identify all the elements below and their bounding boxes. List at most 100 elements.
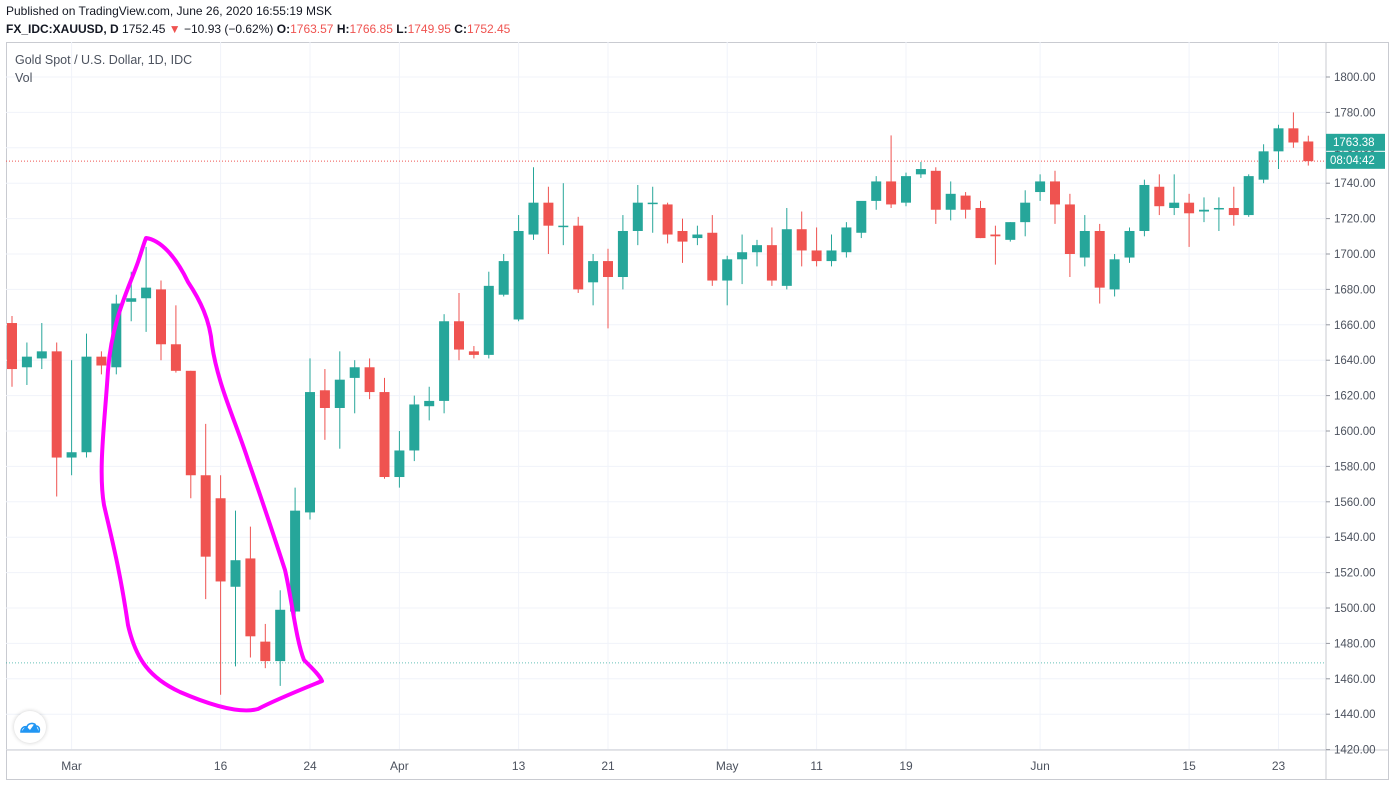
- chart-title: Gold Spot / U.S. Dollar, 1D, IDC: [15, 53, 193, 67]
- candle-body: [215, 498, 226, 582]
- chart-frame: [6, 42, 1389, 780]
- candle-body: [558, 225, 569, 228]
- candle-body: [66, 452, 77, 458]
- price-tick-label: 1540.00: [1334, 532, 1376, 544]
- down-arrow-icon: ▼: [168, 22, 181, 36]
- candles-layer: [7, 112, 1314, 695]
- candle-body: [543, 202, 554, 226]
- candle-body: [945, 193, 956, 210]
- candle-body: [1288, 128, 1299, 143]
- candle-body: [617, 230, 628, 278]
- price-tick-label: 1480.00: [1334, 638, 1376, 650]
- time-tick-label: May: [716, 759, 739, 773]
- candle-body: [170, 344, 181, 371]
- candle-body: [722, 259, 733, 281]
- price-tick-label: 1600.00: [1334, 426, 1376, 438]
- price-tick-label: 1640.00: [1334, 355, 1376, 367]
- symbol-label: FX_IDC:XAUUSD, D: [6, 22, 119, 36]
- candle-body: [126, 298, 137, 302]
- candle-body: [96, 356, 107, 366]
- high-label: H:: [336, 22, 350, 36]
- last-price-tag-bg: [1326, 133, 1385, 151]
- candle-body: [185, 370, 196, 476]
- candle-body: [603, 261, 613, 278]
- candle-body: [766, 245, 777, 281]
- candle-body: [319, 390, 330, 408]
- candle-body: [1139, 184, 1150, 231]
- candle-body: [1243, 176, 1254, 216]
- candle-body: [752, 245, 762, 253]
- candle-body: [156, 289, 166, 345]
- candle-body: [245, 558, 256, 637]
- candle-body: [841, 227, 852, 253]
- candle-body: [692, 234, 703, 239]
- candle-body: [498, 261, 509, 295]
- tradingview-logo[interactable]: [14, 711, 46, 743]
- candle-body: [305, 392, 315, 513]
- time-tick-label: 11: [810, 759, 823, 773]
- price-tick-label: 1680.00: [1334, 284, 1376, 296]
- candle-body: [409, 404, 420, 451]
- price-axis: 1420.00 1440.00 1460.00 1480.00 1500.00 1520.…: [1326, 72, 1376, 757]
- low-label: L:: [396, 22, 408, 36]
- candle-body: [1213, 207, 1224, 210]
- candle-body: [990, 234, 1001, 237]
- candle-body: [1303, 141, 1314, 162]
- candle-body: [826, 250, 837, 262]
- candle-body: [796, 229, 807, 251]
- candle-body: [260, 641, 271, 662]
- candle-body: [439, 321, 450, 401]
- last-price-tag-label: 1763.38: [1333, 137, 1375, 149]
- candle-body: [1050, 181, 1060, 205]
- price-tick-label: 1460.00: [1334, 674, 1376, 686]
- candle-body: [632, 202, 643, 231]
- candle-body: [334, 379, 345, 408]
- time-tick-label: 16: [214, 759, 228, 773]
- candle-body: [290, 510, 301, 612]
- price-tick-label: 1500.00: [1334, 603, 1376, 615]
- price-tick-label: 1520.00: [1334, 568, 1376, 580]
- candle-body: [230, 560, 241, 587]
- price-tick-label: 1800.00: [1334, 72, 1376, 84]
- candle-body: [1005, 222, 1016, 240]
- time-tick-label: 24: [303, 759, 317, 773]
- candle-body: [901, 176, 911, 203]
- price-tick-label: 1560.00: [1334, 497, 1376, 509]
- candle-body: [111, 303, 122, 368]
- published-line: Published on TradingView.com, June 26, 2…: [6, 4, 332, 18]
- candle-body: [960, 195, 971, 210]
- candle-body: [930, 170, 941, 210]
- candle-body: [1273, 128, 1284, 152]
- candle-body: [1035, 181, 1046, 193]
- price-tick-label: 1660.00: [1334, 320, 1376, 332]
- candle-body: [528, 202, 539, 235]
- candle-body: [677, 230, 688, 242]
- candle-body: [394, 450, 405, 478]
- cloud-logo-icon: [20, 722, 41, 733]
- candle-body: [468, 351, 479, 355]
- price-tick-label: 1420.00: [1334, 745, 1376, 757]
- price-tick-label: 1440.00: [1334, 709, 1376, 721]
- time-tick-label: 23: [1272, 759, 1286, 773]
- candle-body: [1124, 230, 1135, 258]
- candle-body: [200, 475, 211, 557]
- low-value: 1749.95: [407, 22, 451, 36]
- open-label: O:: [276, 22, 291, 36]
- candle-body: [364, 367, 375, 393]
- candle-body: [81, 356, 92, 453]
- time-tick-label: Jun: [1030, 759, 1049, 773]
- candle-body: [379, 392, 390, 478]
- price-tick-label: 1620.00: [1334, 391, 1376, 403]
- price-tick-label: 1580.00: [1334, 461, 1376, 473]
- volume-label: Vol: [15, 71, 33, 85]
- magenta-annotation-loop: [99, 236, 324, 713]
- ohlc-header: FX_IDC:XAUUSD, D 1752.45 ▼ −10.93 (−0.62…: [6, 22, 510, 36]
- candle-body: [36, 351, 47, 359]
- candle-body: [1079, 230, 1090, 258]
- candle-body: [1169, 202, 1180, 208]
- candle-body: [141, 287, 152, 299]
- price-tick-label: 1740.00: [1334, 178, 1376, 190]
- candle-body: [811, 250, 822, 262]
- grid-lines: [6, 42, 1326, 751]
